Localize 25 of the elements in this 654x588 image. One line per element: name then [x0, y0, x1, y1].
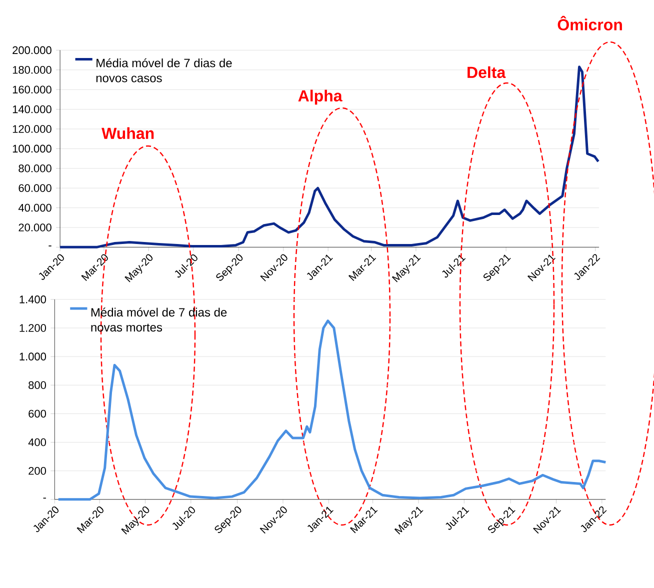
y-tick-label: 180.000 — [12, 66, 52, 74]
y-tick-label: 120.000 — [12, 125, 52, 133]
y-tick-label: 100.000 — [12, 144, 52, 153]
y-tick-label: 140.000 — [12, 105, 52, 114]
y-tick-label: 200.000 — [12, 46, 52, 54]
y-tick-label: 160.000 — [12, 86, 52, 94]
y-tick-label: 20.000 — [18, 224, 52, 232]
y-tick-label: - — [43, 498, 46, 499]
y-tick-label: 60.000 — [18, 184, 52, 192]
y-tick-label: 200 — [28, 466, 46, 475]
annotation: Alpha — [298, 90, 342, 105]
y-tick-label: 80.000 — [18, 164, 52, 172]
text: Ômicron — [558, 16, 622, 30]
annotation: Delta — [468, 66, 506, 78]
y-tick-label: 40.000 — [18, 204, 52, 212]
line-series — [57, 320, 607, 501]
y-tick-label: 1.200 — [20, 324, 46, 332]
y-tick-label: 800 — [28, 381, 46, 390]
y-tick-label: 1.000 — [20, 352, 46, 360]
y-tick-label: 400 — [28, 438, 46, 446]
y-tick-label: 600 — [28, 410, 46, 418]
legend-label: Média móvel de 7 dias de novos casos — [96, 58, 232, 82]
legend-label: Média móvel de 7 dias de novas mortes — [91, 308, 227, 332]
annotation: Wuhan — [102, 127, 154, 140]
y-tick-label: 1.400 — [20, 296, 46, 304]
